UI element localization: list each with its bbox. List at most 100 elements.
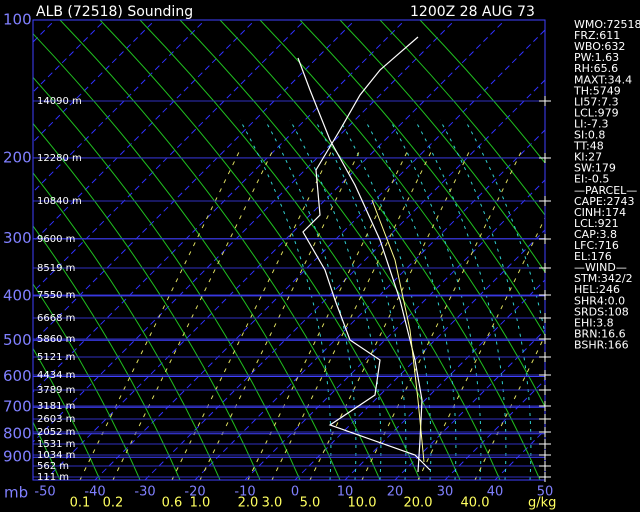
temperature-label: -20 (184, 485, 205, 500)
height-label: 12280 m (37, 153, 82, 164)
stat: STM:342/2 (574, 272, 633, 285)
temperature-label: 0 (291, 485, 299, 500)
pressure-unit: mb (4, 484, 28, 502)
temperature-label: 30 (437, 485, 454, 500)
stat: BSHR:166 (574, 338, 629, 351)
isotherm (33, 20, 456, 443)
dry-adiabat (299, 20, 545, 337)
pressure-label: 500 (3, 331, 32, 349)
temperature-label: -40 (84, 485, 105, 500)
height-label: 2052 m (37, 427, 75, 438)
height-label: 2603 m (37, 414, 75, 425)
stat: WMO:72518 (574, 18, 640, 31)
dry-adiabat (259, 20, 545, 408)
dry-adiabat (33, 172, 221, 480)
pressure-label: 800 (3, 424, 32, 442)
dry-adiabat (33, 33, 341, 480)
height-label: 6668 m (37, 313, 75, 324)
dry-adiabat (33, 122, 261, 480)
dry-adiabat (33, 347, 101, 480)
mixing-label: 0.2 (103, 496, 124, 511)
stat: —PARCEL— (574, 184, 637, 197)
stat: BRN:16.6 (574, 327, 626, 340)
mixing-label: 0.6 (162, 496, 183, 511)
stat: SRDS:108 (574, 305, 629, 318)
height-label: 5121 m (37, 352, 75, 363)
mixing-label: 1.0 (190, 496, 211, 511)
height-label: 7550 m (37, 290, 75, 301)
dry-adiabat (33, 225, 181, 480)
height-label: 111 m (37, 472, 69, 483)
mixing-label: 3.0 (262, 496, 283, 511)
pressure-label: 700 (3, 398, 32, 416)
temperature-label: 20 (387, 485, 404, 500)
stat: CAP:3.8 (574, 228, 617, 241)
height-label: 1531 m (37, 439, 75, 450)
time: 1200Z 28 AUG 73 (410, 4, 535, 20)
stat: HEL:246 (574, 283, 620, 296)
height-label: 9600 m (37, 234, 75, 245)
stat: SHR4:0.0 (574, 294, 625, 307)
stat: EI:-0.5 (574, 173, 609, 186)
stat: SW:179 (574, 162, 616, 175)
mixing-line (309, 149, 471, 480)
stat: LCL:921 (574, 217, 619, 230)
stat: CAPE:2743 (574, 195, 635, 208)
isotherm (194, 129, 545, 480)
stat: WBO:632 (574, 40, 625, 53)
mixing-line (79, 149, 241, 480)
stat: RH:65.6 (574, 62, 618, 75)
temperature-label: 10 (337, 485, 354, 500)
height-label: 5860 m (37, 334, 75, 345)
mixing-line (171, 149, 333, 480)
stat: LI57:7.3 (574, 95, 619, 108)
stat: LCL:979 (574, 106, 619, 119)
isotherm (33, 20, 356, 343)
isotherm (33, 20, 156, 143)
temperature-profile (297, 57, 423, 473)
dry-adiabat (379, 20, 545, 216)
mixing-line (417, 216, 545, 480)
dry-adiabat (219, 20, 541, 480)
mixing-label: 2.0 (238, 496, 259, 511)
temperature-label: 40 (487, 485, 504, 500)
stat: SI:0.8 (574, 129, 605, 142)
stat: EL:176 (574, 250, 612, 263)
mixing-unit: g/kg (528, 496, 556, 511)
pressure-label: 200 (3, 148, 32, 166)
stat: PW:1.63 (574, 51, 619, 64)
stat: CINH:174 (574, 206, 626, 219)
diagram-grid (33, 20, 545, 480)
dry-adiabat (33, 76, 301, 480)
stat: —WIND— (574, 261, 627, 274)
mixing-label: 0.1 (70, 496, 91, 511)
title: ALB (72518) Sounding (36, 4, 193, 20)
pressure-label: 100 (3, 11, 32, 29)
mixing-label: 10.0 (348, 496, 377, 511)
isotherm (33, 20, 406, 393)
dewpoint-profile (302, 36, 431, 471)
height-label: 3181 m (37, 401, 75, 412)
mixing-line (361, 149, 523, 480)
pressure-label: 300 (3, 229, 32, 247)
height-label: 4434 m (37, 370, 75, 381)
pressure-label: 400 (3, 286, 32, 304)
mixing-line (112, 149, 274, 480)
isotherm (94, 29, 545, 480)
temperature-label: -50 (34, 485, 55, 500)
isotherm (33, 20, 306, 293)
moist-adiabat (464, 119, 545, 337)
temperature-label: -10 (234, 485, 255, 500)
dry-adiabat (419, 20, 545, 164)
height-label: 3789 m (37, 385, 75, 396)
dry-adiabat (179, 20, 501, 480)
dry-adiabat (139, 20, 461, 480)
stat: MAXT:34.4 (574, 73, 632, 86)
temperature-label: 50 (537, 485, 554, 500)
pressure-label: 600 (3, 367, 32, 385)
parcel-path (371, 199, 425, 463)
height-label: 1034 m (37, 450, 75, 461)
isotherm (33, 20, 206, 193)
